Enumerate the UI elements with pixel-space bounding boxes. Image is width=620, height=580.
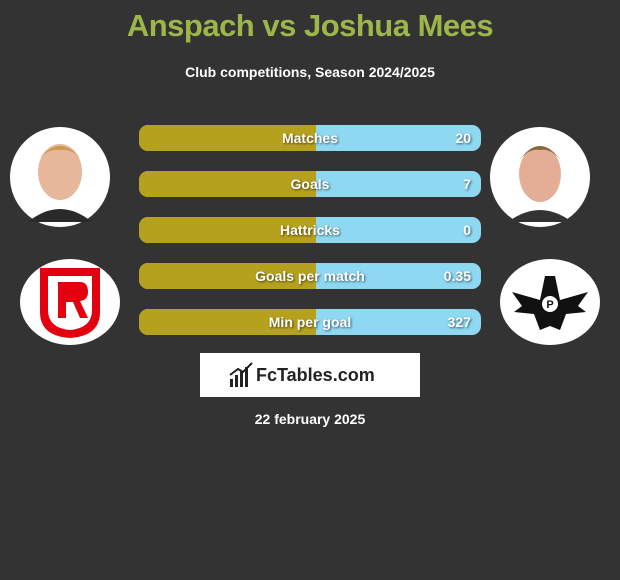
- stat-label: Goals: [290, 176, 330, 192]
- stat-label: Matches: [281, 130, 339, 146]
- player-photo-right: [490, 127, 590, 227]
- stat-bar-left: [139, 217, 316, 243]
- stat-row: Goals 7: [139, 171, 481, 197]
- stat-value: 327: [447, 314, 471, 330]
- subtitle: Club competitions, Season 2024/2025: [185, 64, 435, 80]
- stat-label: Min per goal: [268, 314, 352, 330]
- stat-bar-left: [139, 263, 316, 289]
- stat-bar-left: [139, 171, 316, 197]
- club-logo-right: P: [500, 259, 600, 345]
- stat-value: 0.35: [443, 268, 471, 284]
- brand-box: FcTables.com: [200, 353, 420, 397]
- stat-row: Min per goal 327: [139, 309, 481, 335]
- date: 22 february 2025: [254, 411, 366, 427]
- stat-value: 0: [463, 222, 471, 238]
- club-logo-left: [20, 259, 120, 345]
- stat-bar-left: [139, 125, 316, 151]
- stat-value: 7: [463, 176, 471, 192]
- stat-bar-left: [139, 309, 316, 335]
- stat-row: Hattricks 0: [139, 217, 481, 243]
- stat-value: 20: [455, 130, 471, 146]
- stat-row: Matches 20: [139, 125, 481, 151]
- svg-text:P: P: [546, 299, 553, 311]
- player-photo-left: [10, 127, 110, 227]
- title: Anspach vs Joshua Mees: [126, 8, 494, 43]
- brand-name: FcTables.com: [256, 365, 375, 385]
- stat-label: Hattricks: [280, 222, 340, 238]
- stat-label: Goals per match: [255, 268, 365, 284]
- stat-row: Goals per match 0.35: [139, 263, 481, 289]
- brand-icon: [229, 362, 253, 387]
